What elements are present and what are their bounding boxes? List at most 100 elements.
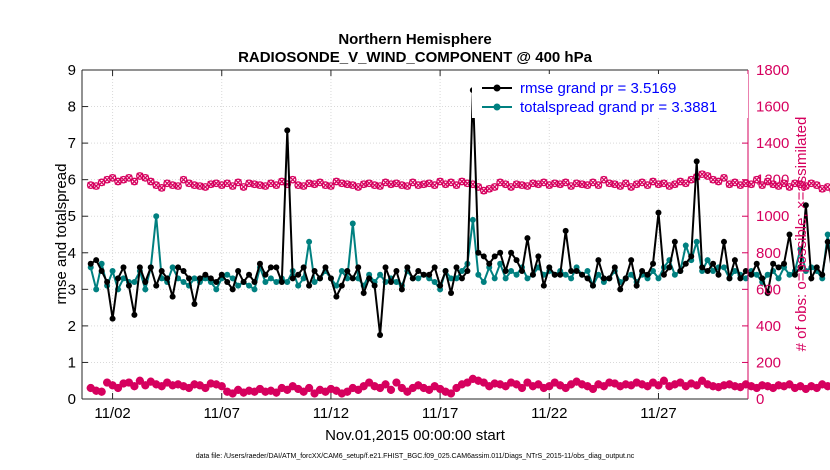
y-tick-label-left: 8 xyxy=(68,99,76,116)
rmse-point xyxy=(409,275,416,282)
rmse-point xyxy=(540,282,547,289)
obs-possible-point xyxy=(594,181,603,189)
obs-possible-point xyxy=(720,173,728,182)
totalspread-point xyxy=(502,275,509,282)
obs-possible-point xyxy=(141,173,150,182)
totalspread-point xyxy=(377,271,384,278)
rmse-point xyxy=(644,271,651,278)
rmse-point xyxy=(278,279,285,286)
rmse-point xyxy=(557,271,564,278)
rmse-point xyxy=(568,268,575,275)
rmse-point xyxy=(693,158,700,165)
obs-assimilated-plus xyxy=(305,384,314,393)
obs-assimilated-plus xyxy=(698,376,707,385)
rmse-point xyxy=(453,264,460,271)
totalspread-point xyxy=(191,275,198,282)
obs-assimilated-plus xyxy=(114,384,123,393)
rmse-point xyxy=(185,275,192,282)
obs-possible-point xyxy=(206,180,215,189)
x-tick-label: 11/27 xyxy=(640,405,676,422)
y-tick-label-left: 6 xyxy=(68,172,76,189)
obs-assimilated-plus xyxy=(130,382,139,391)
obs-assimilated-plus xyxy=(785,380,794,389)
rmse-point xyxy=(218,271,225,278)
y-tick-label-left: 5 xyxy=(68,208,76,225)
rmse-point xyxy=(147,264,154,271)
rmse-point xyxy=(791,271,798,278)
rmse-point xyxy=(120,264,127,271)
rmse-point xyxy=(448,289,455,296)
rmse-point xyxy=(819,271,826,278)
rmse-point xyxy=(797,264,804,271)
rmse-point xyxy=(251,279,258,286)
rmse-point xyxy=(175,264,182,271)
totalspread-point xyxy=(710,268,717,275)
rmse-point xyxy=(360,289,367,296)
rmse-point xyxy=(322,264,329,271)
obs-possible-point xyxy=(387,180,395,189)
rmse-point xyxy=(770,260,777,267)
rmse-point xyxy=(426,271,433,278)
obs-possible-point xyxy=(283,180,292,189)
totalspread-point xyxy=(431,279,438,286)
rmse-point xyxy=(666,264,673,271)
totalspread-point xyxy=(306,238,313,245)
rmse-point xyxy=(573,268,580,275)
rmse-point xyxy=(262,271,269,278)
rmse-point xyxy=(224,279,231,286)
rmse-point xyxy=(813,264,820,271)
rmse-point xyxy=(267,264,274,271)
totalspread-point xyxy=(142,286,149,293)
chart-title-line2: RADIOSONDE_V_WIND_COMPONENT @ 400 hPa xyxy=(238,49,593,66)
obs-assimilated-cross xyxy=(753,176,761,184)
obs-possible-point xyxy=(157,184,166,192)
legend-label-rmse: rmse grand pr = 3.5169 xyxy=(520,80,676,97)
rmse-point xyxy=(622,275,629,282)
obs-assimilated-cross xyxy=(130,178,138,185)
rmse-point xyxy=(142,279,149,286)
rmse-point xyxy=(240,279,247,286)
rmse-point xyxy=(611,264,618,271)
legend-box xyxy=(472,74,748,118)
obs-possible-point xyxy=(780,179,788,188)
x-tick-label: 11/02 xyxy=(94,405,130,422)
rmse-point xyxy=(327,275,334,282)
rmse-point xyxy=(273,264,280,271)
obs-assimilated-plus xyxy=(376,384,385,393)
obs-assimilated-plus xyxy=(359,382,368,391)
obs-possible-point xyxy=(643,181,652,189)
rmse-point xyxy=(502,268,509,275)
obs-assimilated-plus xyxy=(386,385,395,394)
obs-possible-point xyxy=(681,179,690,188)
rmse-point xyxy=(595,257,602,264)
y-tick-label-left: 7 xyxy=(68,135,76,152)
obs-assimilated-plus xyxy=(141,381,150,390)
obs-assimilated-plus xyxy=(310,389,319,398)
totalspread-point xyxy=(650,268,657,275)
obs-assimilated-plus xyxy=(217,382,226,391)
legend-marker-rmse xyxy=(493,84,501,92)
totalspread-point xyxy=(93,286,100,293)
rmse-point xyxy=(213,279,220,286)
obs-possible-point xyxy=(490,183,499,191)
totalspread-point xyxy=(595,271,602,278)
y-tick-label-left: 4 xyxy=(68,245,76,262)
rmse-point xyxy=(93,257,100,264)
totalspread-point xyxy=(562,271,569,278)
obs-possible-point xyxy=(359,180,368,189)
rmse-point xyxy=(371,282,378,289)
y-tick-label-left: 1 xyxy=(68,354,76,371)
obs-assimilated-plus xyxy=(823,382,830,391)
totalspread-point xyxy=(229,275,236,282)
totalspread-point xyxy=(513,271,520,278)
y-tick-label-left: 9 xyxy=(68,62,76,79)
obs-possible-point xyxy=(403,182,412,190)
obs-assimilated-plus xyxy=(534,380,543,389)
obs-possible-point xyxy=(621,179,630,188)
rmse-point xyxy=(720,238,727,245)
rmse-point xyxy=(660,271,667,278)
obs-possible-point xyxy=(812,181,821,189)
rmse-point xyxy=(486,260,493,267)
rmse-point xyxy=(480,253,487,260)
obs-possible-point xyxy=(125,173,133,182)
